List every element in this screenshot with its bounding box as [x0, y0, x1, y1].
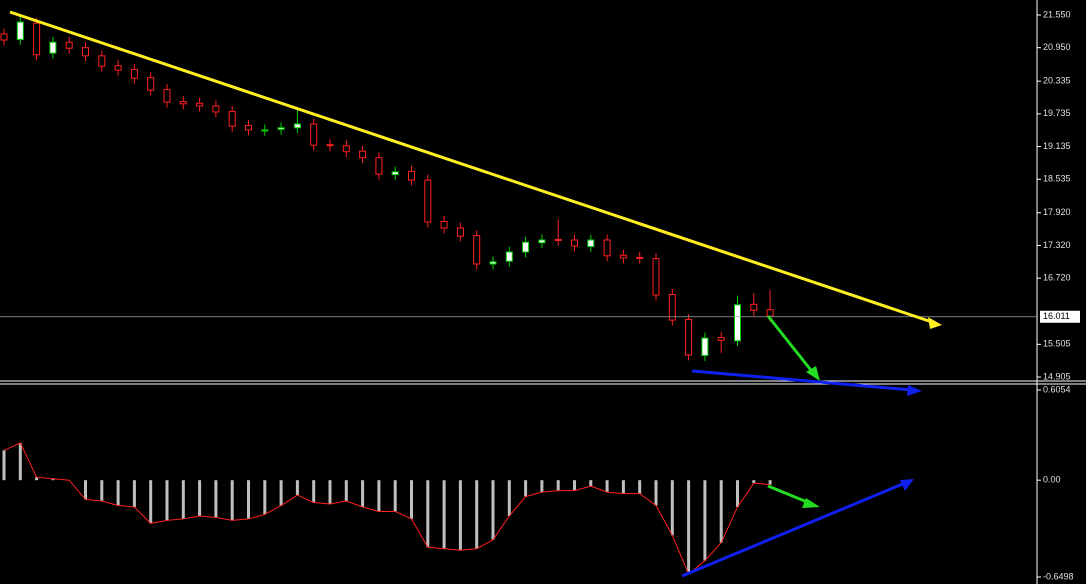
candle-body: [440, 220, 448, 229]
candle-body: [228, 110, 236, 127]
y-tick-label: 20.335: [1043, 76, 1071, 86]
candle-body: [277, 127, 285, 130]
candle-body: [636, 256, 644, 259]
y-tick-label: 20.950: [1043, 42, 1071, 52]
candle-body: [49, 41, 57, 54]
candle-body: [473, 235, 481, 265]
candle-body: [750, 303, 758, 311]
candle-body: [538, 239, 546, 244]
candle-body: [489, 261, 497, 265]
candle-body: [245, 125, 252, 131]
candle-body: [261, 129, 269, 132]
arrow-head: [928, 317, 942, 329]
candle-body: [505, 251, 513, 262]
candle-body: [554, 238, 562, 241]
trendline: [691, 369, 913, 392]
candle-body: [163, 89, 171, 103]
candle-body: [342, 145, 350, 153]
y-tick-label: 18.535: [1043, 174, 1071, 184]
candle-body: [391, 171, 399, 176]
candle-body: [293, 123, 301, 129]
y-tick-label: 19.135: [1043, 141, 1071, 151]
candle-body: [0, 33, 8, 41]
candle-body: [522, 241, 530, 253]
trendline: [766, 315, 816, 375]
candle-body: [652, 258, 660, 296]
candle-body: [619, 254, 627, 259]
candle-body: [82, 47, 89, 57]
candle-body: [179, 101, 187, 105]
candle-body: [668, 293, 676, 321]
y-tick-label: 0.6054: [1043, 384, 1071, 394]
candle-body: [326, 144, 334, 147]
candle-body: [685, 319, 693, 356]
y-tick-label: 15.505: [1043, 339, 1071, 349]
y-tick-label: 21.550: [1043, 9, 1071, 19]
arrow-head: [900, 479, 914, 491]
y-tick-label: -0.6498: [1043, 571, 1074, 581]
candle-body: [701, 337, 709, 357]
arrow-head: [907, 385, 922, 396]
candle-body: [33, 22, 41, 56]
candle-body: [147, 77, 155, 91]
candle-body: [212, 105, 220, 113]
y-tick-label: 14.905: [1043, 371, 1071, 381]
current-price-box: [1040, 310, 1080, 323]
y-tick-label: 17.320: [1043, 240, 1071, 250]
candle-body: [603, 239, 611, 257]
signal-line: [3, 442, 771, 575]
candle-body: [65, 41, 73, 49]
candle-body: [717, 337, 725, 341]
candle-body: [375, 157, 383, 175]
candle-body: [734, 304, 741, 342]
marks: 21.550 20.950 20.335 19.735 19.135 18.535 17.9…: [0, 9, 1080, 581]
candle-body: [130, 68, 138, 79]
y-tick-label: 17.920: [1043, 207, 1071, 217]
candle-body: [456, 227, 464, 237]
candle-body: [766, 309, 774, 317]
trendline: [681, 481, 906, 578]
candle-body: [98, 55, 106, 67]
candle-body: [196, 102, 204, 107]
y-tick-label: 16.720: [1043, 273, 1071, 283]
trendline: [767, 484, 813, 506]
arrow-head: [806, 366, 820, 381]
candle-body: [424, 179, 432, 223]
candle-body: [114, 65, 122, 71]
candle-body: [359, 150, 367, 159]
candle-body: [408, 170, 415, 181]
arrow-head: [802, 498, 820, 508]
candle-body: [587, 239, 595, 248]
current-price-label: 16.011: [1043, 311, 1070, 321]
candle-body: [310, 123, 318, 146]
trendline: [9, 10, 933, 324]
candle-body: [571, 239, 578, 247]
candle-body: [16, 21, 24, 41]
y-tick-label: 19.735: [1043, 108, 1071, 118]
y-tick-label: 0.00: [1043, 475, 1061, 485]
